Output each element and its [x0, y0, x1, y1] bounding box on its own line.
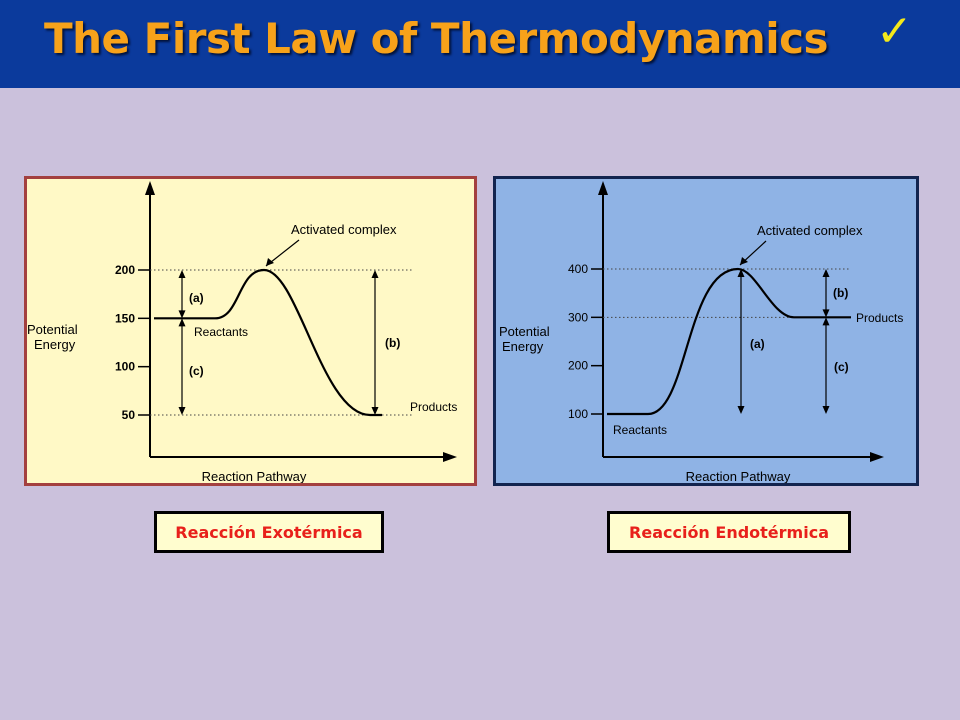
arrow-label-a: (a)	[189, 291, 204, 305]
exothermic-chart: 50 100 150 200 Potential Energy Reaction Pathw…	[27, 181, 457, 483]
y-tick-label: 100	[115, 360, 135, 374]
energy-arrow-c-head-bottom	[178, 407, 186, 415]
products-label: Products	[856, 311, 903, 325]
activated-complex-pointer-head	[740, 257, 748, 265]
x-axis-label: Reaction Pathway	[202, 469, 307, 483]
x-axis-arrow	[870, 452, 884, 462]
arrow-label-c: (c)	[834, 360, 849, 374]
endothermic-chart-panel: 100 200 300 400 Potential Energy Reaction Path…	[493, 176, 919, 486]
reactants-label: Reactants	[194, 325, 248, 339]
y-tick-label: 200	[568, 359, 588, 373]
y-tick-label: 200	[115, 263, 135, 277]
y-axis-arrow	[145, 181, 155, 195]
energy-arrow-b-head-bottom	[822, 309, 830, 318]
energy-curve	[607, 267, 851, 416]
energy-arrow-a-head-top	[737, 269, 745, 277]
y-tick-label: 100	[568, 407, 588, 421]
energy-arrow-c-head-bottom	[822, 406, 830, 414]
title-bar: The First Law of Thermodynamics ✓	[0, 0, 960, 88]
arrow-label-b: (b)	[385, 336, 400, 350]
energy-curve	[154, 268, 382, 417]
energy-arrow-b-head-top	[822, 269, 830, 277]
y-tick-label: 400	[568, 262, 588, 276]
activated-complex-label: Activated complex	[757, 223, 863, 238]
checkmark-icon: ✓	[876, 6, 913, 57]
arrow-label-a: (a)	[750, 337, 765, 351]
activated-complex-pointer-head	[266, 258, 274, 266]
y-axis-label: Potential Energy	[27, 322, 78, 352]
energy-arrow-b-head-top	[371, 270, 379, 278]
energy-arrow-c-head-top	[822, 317, 830, 326]
x-axis-label: Reaction Pathway	[686, 469, 791, 483]
reactants-label: Reactants	[613, 423, 667, 437]
y-axis-label: Potential Energy	[499, 324, 550, 354]
arrow-label-b: (b)	[833, 286, 848, 300]
energy-arrow-a-head-bottom	[178, 310, 186, 319]
activated-complex-label: Activated complex	[291, 222, 397, 237]
products-label: Products	[410, 400, 457, 414]
endothermic-caption: Reacción Endotérmica	[607, 511, 851, 553]
energy-arrow-a-head-bottom	[737, 406, 745, 414]
endothermic-chart: 100 200 300 400 Potential Energy Reaction Path…	[499, 181, 903, 483]
y-tick-label: 50	[122, 408, 136, 422]
slide-title: The First Law of Thermodynamics	[44, 14, 829, 63]
energy-arrow-c-head-top	[178, 318, 186, 327]
y-tick-label: 150	[115, 311, 135, 325]
arrow-label-c: (c)	[189, 364, 204, 378]
energy-arrow-a-head-top	[178, 270, 186, 278]
exothermic-chart-panel: 50 100 150 200 Potential Energy Reaction Pathw…	[24, 176, 477, 486]
y-tick-label: 300	[568, 310, 588, 324]
exothermic-caption: Reacción Exotérmica	[154, 511, 384, 553]
y-axis-arrow	[598, 181, 608, 195]
x-axis-arrow	[443, 452, 457, 462]
energy-arrow-b-head-bottom	[371, 407, 379, 415]
